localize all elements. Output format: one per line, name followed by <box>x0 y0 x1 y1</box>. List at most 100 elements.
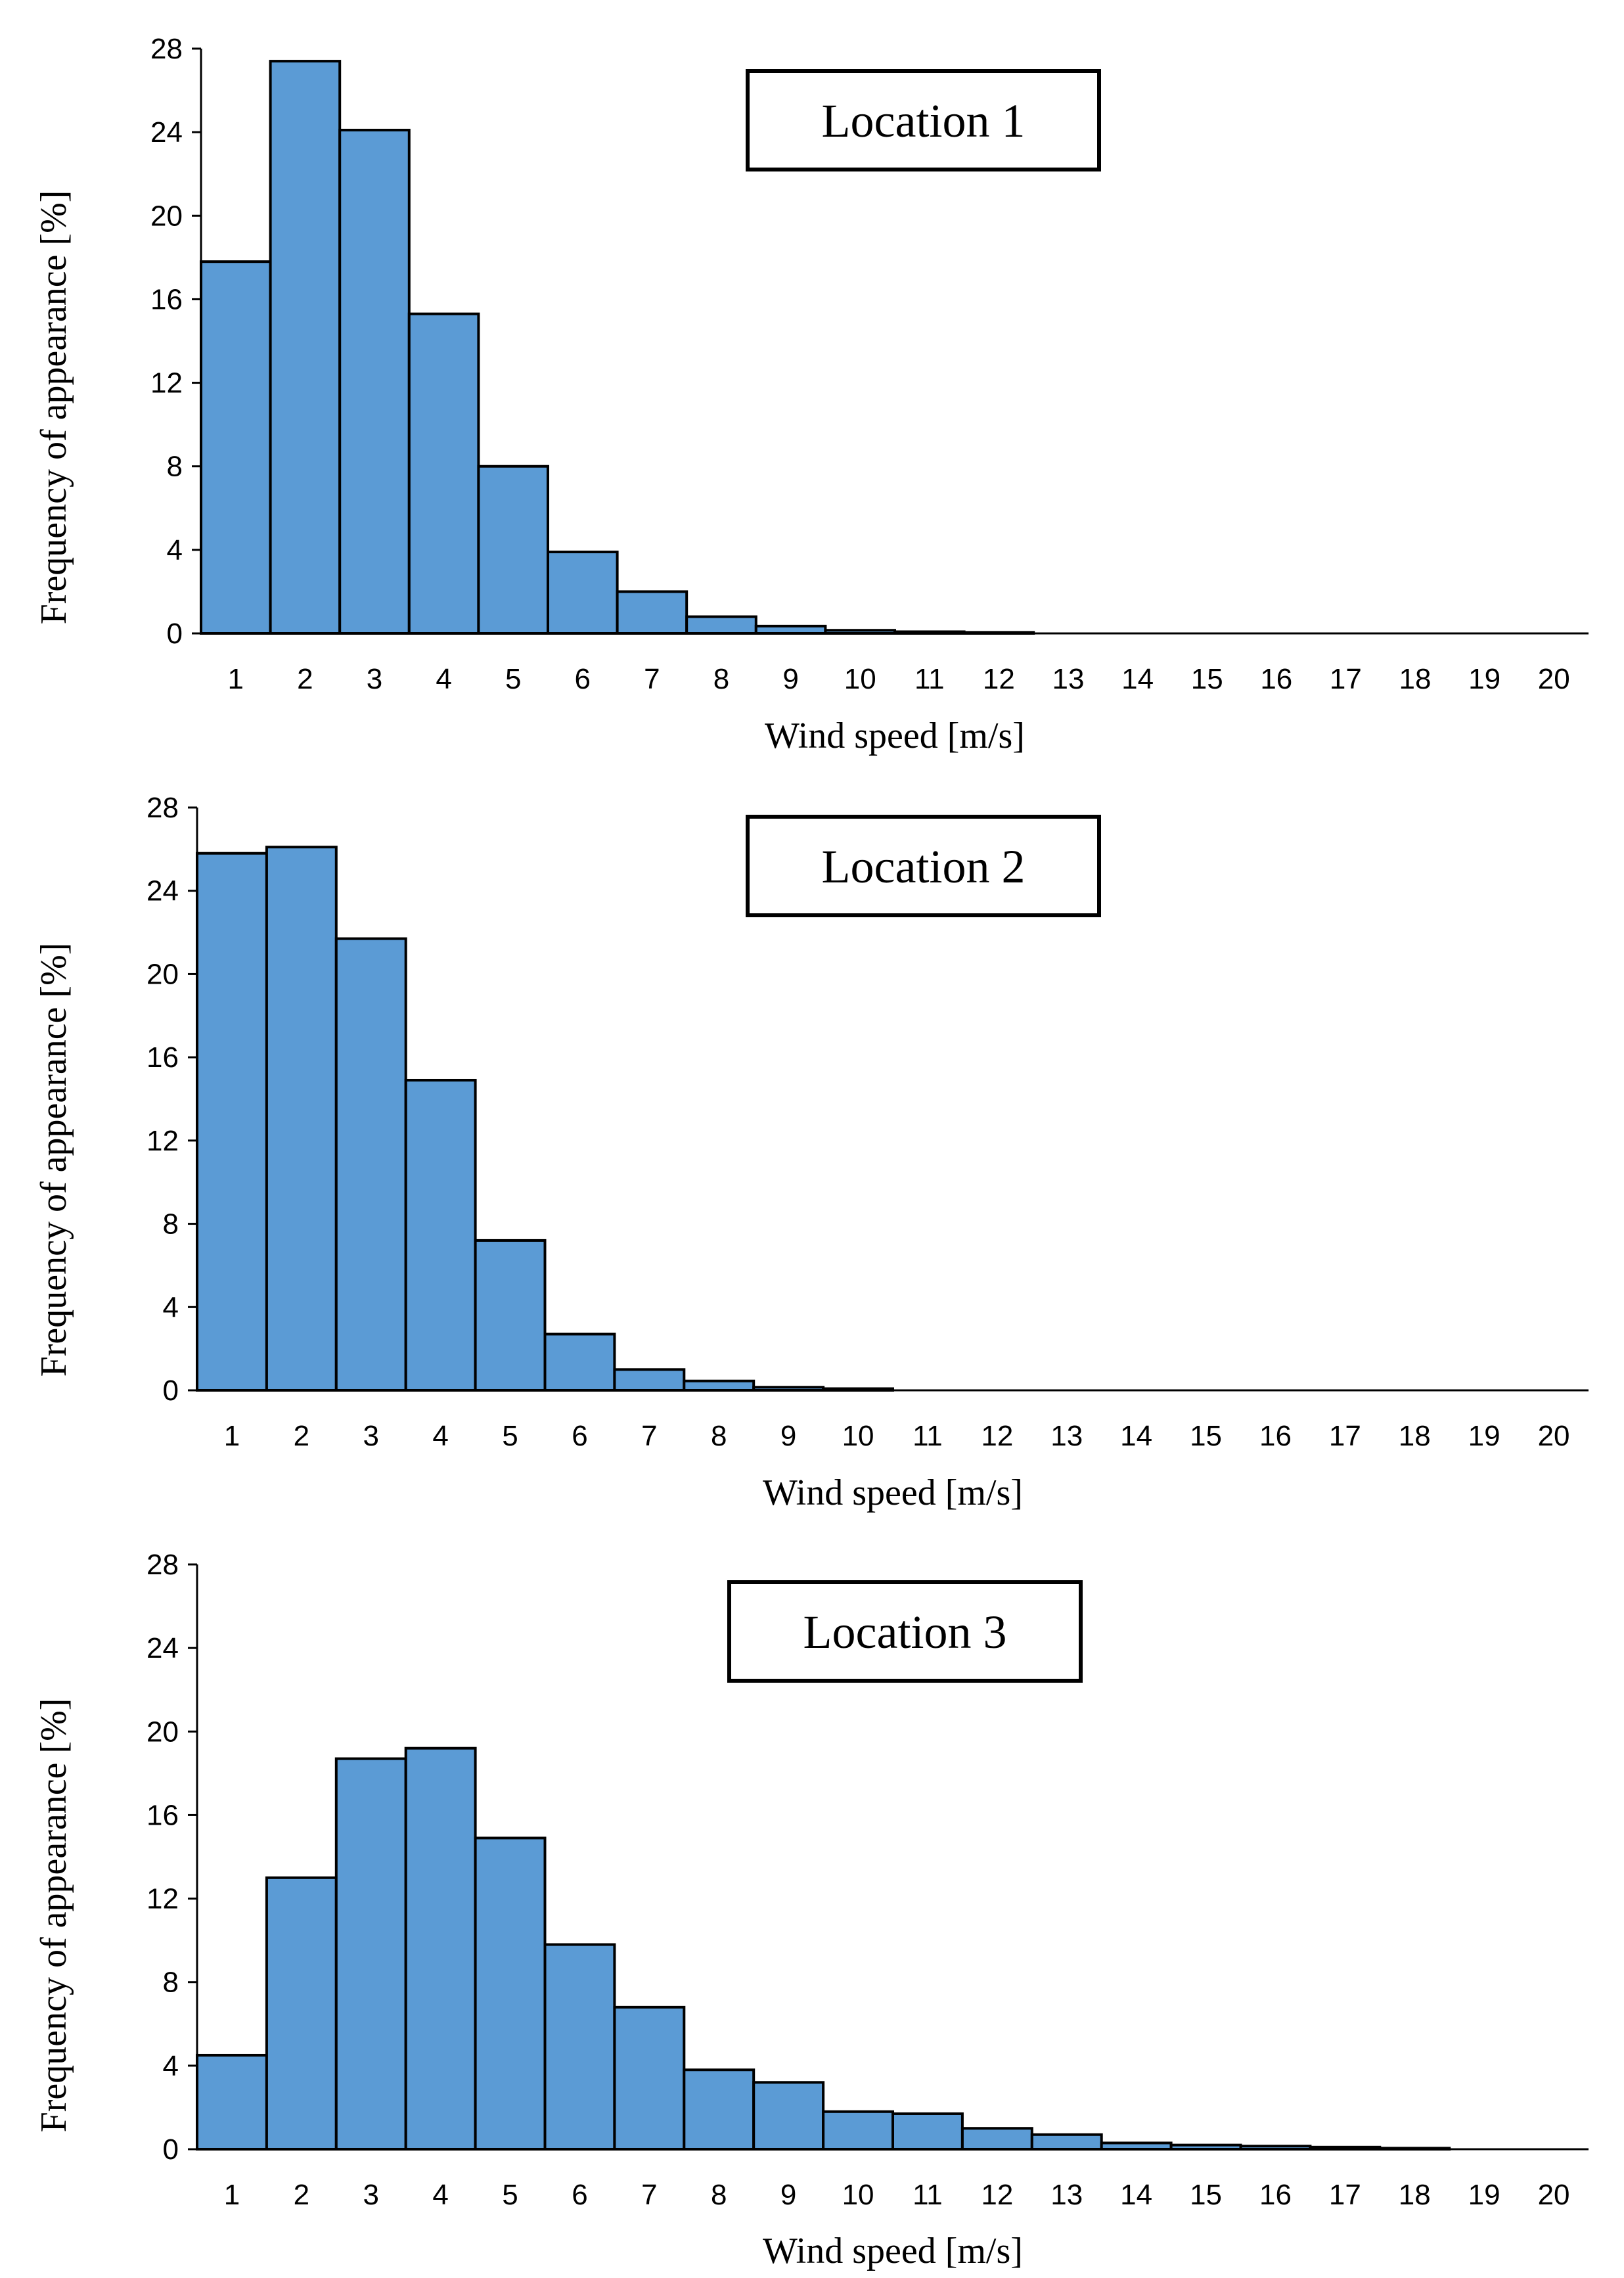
bar-12 <box>960 2127 1033 2151</box>
bar-8 <box>685 615 757 635</box>
x-tick-label: 10 <box>842 2179 874 2211</box>
x-tick-label: 19 <box>1468 663 1500 695</box>
x-tick-label: 7 <box>641 1420 657 1452</box>
x-tick-label: 4 <box>436 663 451 695</box>
x-tick-label: 7 <box>641 2179 657 2211</box>
x-tick-label: 3 <box>363 2179 379 2211</box>
bar-5 <box>474 1836 547 2151</box>
x-tick-label: 9 <box>780 2179 796 2211</box>
bar-13 <box>1030 2133 1103 2151</box>
bar-3 <box>334 1757 407 2151</box>
x-tick-label: 3 <box>367 663 382 695</box>
x-tick-label: 8 <box>711 2179 727 2211</box>
x-tick-label: 18 <box>1399 663 1432 695</box>
y-tick-label: 12 <box>150 367 183 399</box>
chart-title: Location 2 <box>822 840 1026 893</box>
x-tick-label: 5 <box>502 2179 518 2211</box>
y-tick-label: 0 <box>167 618 183 650</box>
x-tick-label: 1 <box>228 663 244 695</box>
x-tick-label: 9 <box>782 663 798 695</box>
bar-4 <box>407 312 480 635</box>
bar-8 <box>683 2068 756 2151</box>
bar-8 <box>683 1379 756 1392</box>
x-tick-label: 2 <box>294 2179 309 2211</box>
bar-6 <box>547 551 619 635</box>
y-tick-label: 12 <box>147 1883 179 1915</box>
bar-1 <box>196 2053 268 2151</box>
y-tick-label: 20 <box>147 1716 179 1748</box>
x-tick-label: 18 <box>1399 1420 1431 1452</box>
y-tick-label: 4 <box>163 1291 179 1323</box>
x-tick-label: 18 <box>1399 2179 1431 2211</box>
x-tick-label: 10 <box>844 663 876 695</box>
x-tick-label: 2 <box>294 1420 309 1452</box>
y-tick-label: 12 <box>147 1125 179 1157</box>
x-tick-label: 20 <box>1538 663 1570 695</box>
x-tick-label: 4 <box>432 1420 448 1452</box>
x-tick-label: 5 <box>502 1420 518 1452</box>
x-axis-title: Wind speed [m/s] <box>763 2231 1023 2271</box>
x-tick-label: 7 <box>644 663 660 695</box>
x-tick-label: 15 <box>1190 2179 1222 2211</box>
y-tick-label: 16 <box>147 1041 179 1074</box>
x-tick-label: 17 <box>1330 663 1362 695</box>
y-axis-title: Frequency of appearance [%] <box>34 1698 74 2133</box>
x-axis-title: Wind speed [m/s] <box>765 716 1025 756</box>
x-tick-label: 14 <box>1120 2179 1152 2211</box>
bar-3 <box>338 128 411 635</box>
x-tick-label: 3 <box>363 1420 379 1452</box>
x-tick-label: 14 <box>1120 1420 1152 1452</box>
bar-5 <box>477 465 550 635</box>
x-tick-label: 12 <box>981 2179 1013 2211</box>
bar-4 <box>404 1078 477 1392</box>
x-tick-label: 11 <box>913 2179 943 2211</box>
y-tick-label: 24 <box>150 116 183 148</box>
chart-title: Location 1 <box>822 95 1026 147</box>
x-tick-label: 1 <box>224 2179 240 2211</box>
y-axis-title: Frequency of appearance [%] <box>34 191 74 625</box>
x-tick-label: 20 <box>1538 2179 1570 2211</box>
bar-9 <box>754 624 827 635</box>
x-tick-label: 8 <box>711 1420 727 1452</box>
x-tick-label: 15 <box>1191 663 1223 695</box>
x-tick-label: 17 <box>1329 1420 1361 1452</box>
y-axis-title: Frequency of appearance [%] <box>34 943 74 1377</box>
x-tick-label: 5 <box>505 663 521 695</box>
x-tick-label: 4 <box>432 2179 448 2211</box>
y-tick-label: 28 <box>150 33 183 65</box>
x-tick-label: 16 <box>1259 1420 1292 1452</box>
bar-9 <box>752 2081 825 2151</box>
bar-1 <box>200 260 272 635</box>
y-tick-label: 4 <box>167 534 183 566</box>
x-tick-label: 13 <box>1050 2179 1083 2211</box>
chart-title-box <box>746 69 1101 171</box>
x-tick-label: 1 <box>224 1420 240 1452</box>
x-tick-label: 8 <box>713 663 729 695</box>
x-tick-label: 6 <box>575 663 591 695</box>
bar-3 <box>334 937 407 1392</box>
y-tick-label: 24 <box>147 1632 179 1664</box>
bar-6 <box>543 1943 616 2151</box>
y-tick-label: 8 <box>163 1967 179 1999</box>
x-tick-label: 10 <box>842 1420 874 1452</box>
bar-7 <box>613 1368 686 1392</box>
y-tick-label: 0 <box>163 2133 179 2166</box>
y-tick-label: 24 <box>147 875 179 907</box>
bar-2 <box>265 846 338 1392</box>
y-tick-label: 28 <box>147 792 179 824</box>
x-axis-title: Wind speed [m/s] <box>763 1472 1023 1513</box>
y-tick-label: 8 <box>163 1208 179 1241</box>
y-tick-label: 0 <box>163 1375 179 1407</box>
bar-5 <box>474 1239 547 1392</box>
y-tick-label: 20 <box>150 200 183 232</box>
y-tick-label: 20 <box>147 958 179 990</box>
x-tick-label: 2 <box>297 663 313 695</box>
x-tick-label: 13 <box>1052 663 1085 695</box>
y-tick-label: 28 <box>147 1549 179 1581</box>
x-tick-label: 14 <box>1121 663 1154 695</box>
x-tick-label: 6 <box>572 2179 587 2211</box>
